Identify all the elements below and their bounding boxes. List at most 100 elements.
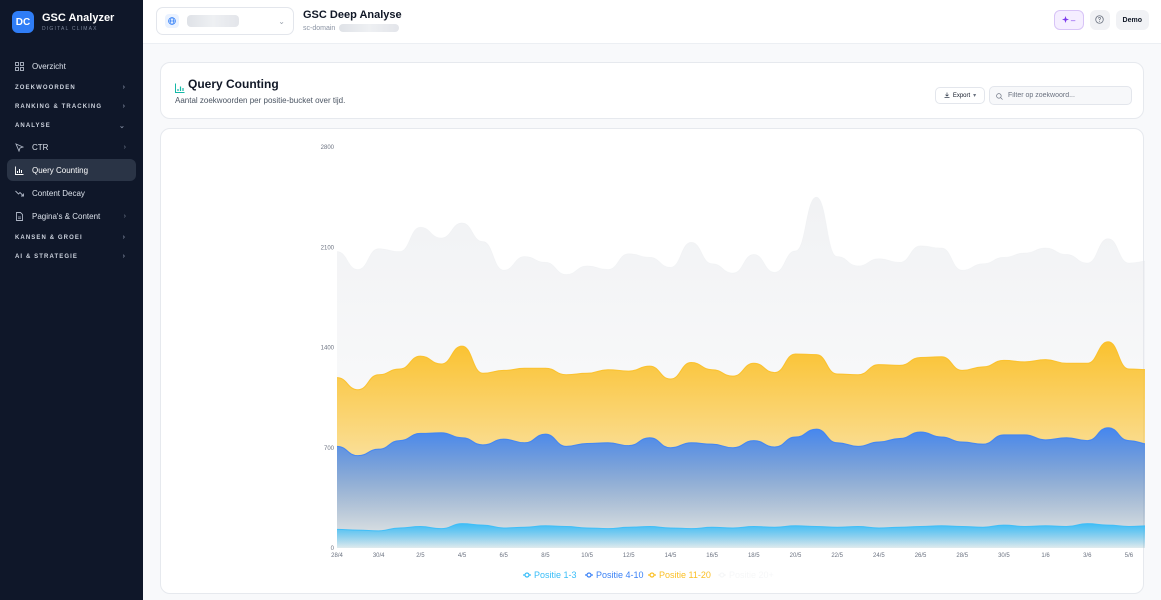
x-tick-label: 12/5 (623, 553, 635, 559)
chevron-down-icon: ▾ (973, 93, 977, 99)
section-kansen-groei[interactable]: KANSEN & GROEI › (0, 228, 143, 247)
x-tick-label: 6/5 (500, 553, 509, 559)
chevron-right-icon: › (123, 143, 126, 151)
main-content: ⌄ GSC Deep Analyse sc-domain – (143, 0, 1161, 600)
legend-item-2[interactable]: Positie 11-20 (648, 570, 711, 580)
legend-item-3[interactable]: Positie 20+ (718, 570, 774, 580)
domain-prefix: sc-domain (303, 24, 336, 32)
x-tick-label: 2/5 (416, 553, 425, 559)
x-tick-label: 1/6 (1041, 553, 1050, 559)
search-icon (996, 87, 1003, 105)
sidebar-item-query-counting[interactable]: Query Counting (7, 159, 136, 181)
x-tick-label: 4/5 (458, 553, 467, 559)
section-ranking-tracking[interactable]: RANKING & TRACKING › (0, 97, 143, 116)
x-tick-label: 10/5 (581, 553, 593, 559)
area-series-1[interactable] (337, 427, 1145, 548)
x-tick-label: 18/5 (748, 553, 760, 559)
page-title: GSC Deep Analyse (303, 9, 402, 21)
section-label: ANALYSE (15, 122, 51, 129)
section-zoekwoorden[interactable]: ZOEKWOORDEN › (0, 78, 143, 97)
chevron-right-icon: › (122, 234, 126, 241)
sidebar-item-label: Content Decay (32, 188, 85, 198)
sidebar-item-label: Overzicht (32, 61, 66, 71)
top-bar: ⌄ GSC Deep Analyse sc-domain – (143, 0, 1161, 44)
section-label: KANSEN & GROEI (15, 234, 83, 241)
line-series-0 (336, 523, 1145, 532)
x-tick-label: 26/5 (915, 553, 927, 559)
legend-swatch-dot (719, 572, 725, 578)
section-label: AI & STRATEGIE (15, 253, 78, 260)
sidebar-item-content-decay[interactable]: Content Decay (7, 182, 136, 204)
x-tick-label: 30/4 (373, 553, 385, 559)
card-title-text: Query Counting (188, 77, 279, 91)
sidebar-item-label: Pagina's & Content (32, 211, 101, 221)
stacked-area-chart: 0 700 1400 2100 2800 28/4 30/4 2/5 4/5 6/5 8/5 10/5… (321, 145, 1145, 580)
x-tick-label: 22/5 (831, 553, 843, 559)
x-tick-label: 16/5 (706, 553, 718, 559)
export-label: Export (952, 92, 971, 99)
legend-item-1[interactable]: Positie 4-10 (585, 570, 644, 580)
x-tick-label: 30/5 (998, 553, 1010, 559)
keyword-filter-input[interactable] (1008, 92, 1118, 99)
y-tick-label: 700 (324, 446, 335, 452)
sidebar-nav: Overzicht ZOEKWOORDEN › RANKING & TRACKI… (0, 44, 143, 266)
sidebar-item-overzicht[interactable]: Overzicht (7, 55, 136, 77)
chevron-right-icon: › (122, 103, 126, 110)
legend-label: Positie 20+ (729, 570, 774, 580)
x-tick-label: 24/5 (873, 553, 885, 559)
legend-label: Positie 11-20 (659, 570, 711, 580)
bar-chart-icon (15, 166, 24, 175)
page-subtitle: sc-domain (303, 24, 400, 32)
area-series-0[interactable] (337, 523, 1145, 548)
demo-button[interactable]: Demo (1115, 10, 1149, 30)
y-tick-label: 0 (331, 546, 335, 552)
brand-subtitle: DIGITAL CLIMAX (42, 26, 98, 32)
line-series-3 (336, 196, 1145, 275)
ai-sparkle-button[interactable]: – (1053, 10, 1084, 30)
x-tick-label: 28/4 (331, 553, 343, 559)
help-icon (1095, 11, 1104, 29)
brand-logo: DC (12, 11, 34, 33)
chevron-down-icon: ⌄ (119, 122, 126, 130)
query-counting-header-card: Query Counting Aantal zoekwoorden per po… (160, 62, 1144, 119)
y-tick-label: 2100 (321, 245, 335, 251)
sparkle-icon (1061, 15, 1069, 25)
globe-icon (165, 14, 179, 28)
x-tick-label: 20/5 (790, 553, 802, 559)
domain-redacted (339, 24, 400, 32)
sidebar-item-label: CTR (32, 142, 49, 152)
help-button[interactable] (1089, 10, 1110, 30)
section-label: ZOEKWOORDEN (15, 84, 76, 91)
line-series-1 (336, 427, 1145, 457)
x-tick-label: 3/6 (1083, 553, 1092, 559)
x-tick-label: 5/6 (1125, 553, 1134, 559)
site-name-redacted (187, 15, 239, 27)
ai-sparkle-label: – (1070, 15, 1076, 25)
chevron-right-icon: › (122, 253, 126, 260)
brand[interactable]: DC GSC Analyzer DIGITAL CLIMAX (0, 0, 143, 44)
sidebar-item-ctr[interactable]: CTR › (7, 136, 136, 158)
section-analyse[interactable]: ANALYSE ⌄ (0, 116, 143, 135)
x-tick-label: 8/5 (541, 553, 550, 559)
y-tick-label: 2800 (321, 145, 335, 151)
legend-label: Positie 1-3 (534, 570, 577, 580)
export-button[interactable]: Export ▾ (935, 87, 985, 104)
top-actions: – Demo (1053, 10, 1149, 30)
sidebar-item-paginas-content[interactable]: Pagina's & Content › (7, 205, 136, 227)
legend-label: Positie 4-10 (596, 570, 644, 580)
x-tick-label: 28/5 (956, 553, 968, 559)
query-counting-chart-card: 0 700 1400 2100 2800 28/4 30/4 2/5 4/5 6/5 8/5 10/5… (160, 128, 1145, 594)
trending-down-icon (15, 189, 24, 198)
grid-icon (15, 61, 24, 71)
keyword-filter[interactable] (989, 86, 1132, 105)
section-ai-strategie[interactable]: AI & STRATEGIE › (0, 247, 143, 266)
legend-item-0[interactable]: Positie 1-3 (523, 570, 577, 580)
x-tick-label: 14/5 (665, 553, 677, 559)
chevron-right-icon: › (123, 212, 126, 220)
y-tick-label: 1400 (321, 346, 335, 352)
sidebar-item-label: Query Counting (32, 165, 89, 175)
line-series-2 (336, 341, 1145, 391)
site-selector[interactable]: ⌄ (156, 7, 294, 35)
brand-name: GSC Analyzer (42, 12, 115, 24)
sidebar: DC GSC Analyzer DIGITAL CLIMAX Overzicht… (0, 0, 143, 600)
